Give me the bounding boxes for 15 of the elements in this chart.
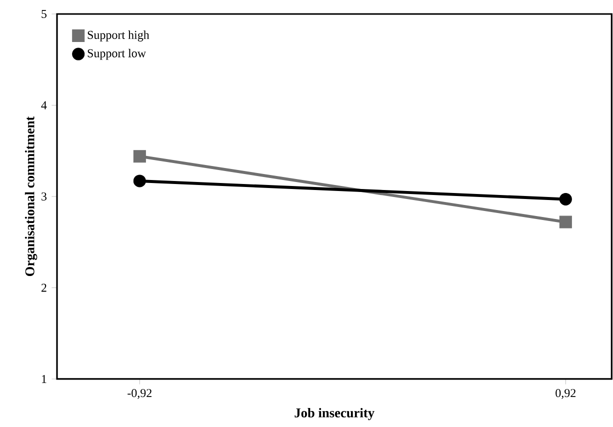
point [133,174,146,188]
y-tick-label: 3 [42,192,47,201]
point [559,216,572,228]
y-tick-label: 2 [41,284,46,292]
y-axis-title: Organisational commitment [24,116,38,276]
x-tick-label: -0,92 [128,389,152,399]
legend-label: Support low [88,48,146,60]
legend-label: Support high [88,30,150,42]
point [559,192,572,206]
x-axis-title: Job insecurity [294,408,374,420]
y-tick-label: 4 [41,101,47,110]
y-tick-label: 1 [42,375,46,383]
x-tick-label: 0,92 [556,389,576,399]
point [133,150,146,163]
y-tick-label: 5 [42,10,47,18]
